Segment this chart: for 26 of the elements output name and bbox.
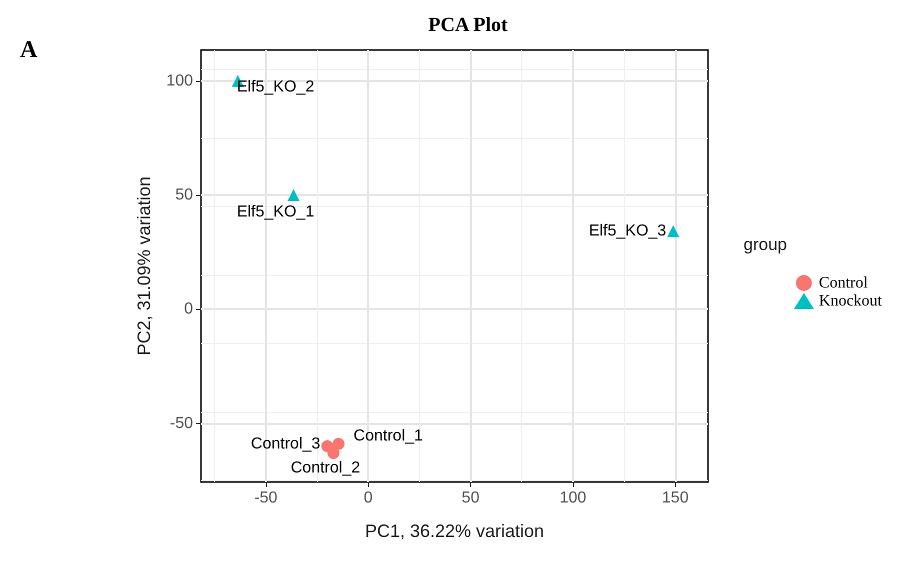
text: A <box>20 37 38 63</box>
legend-label: Knockout <box>818 292 883 310</box>
y-tick-label: -50 <box>170 414 194 432</box>
annotation: Control_1 <box>354 427 424 444</box>
annotation: Elf5_KO_3 <box>588 222 666 240</box>
point <box>321 440 334 452</box>
y-tick-label: 0 <box>184 300 194 318</box>
point <box>288 188 300 201</box>
y-axis-title: PC2, 31.09% variation <box>134 176 154 356</box>
annotation: Control_2 <box>290 460 360 476</box>
y-tick-label: 50 <box>175 186 194 204</box>
x-tick-label: 50 <box>462 490 480 506</box>
x-tick-label: 150 <box>662 490 689 506</box>
legend-title: group <box>744 235 788 254</box>
legend-label: Control <box>818 274 868 292</box>
x-tick-label: 100 <box>560 490 586 506</box>
annotation: Elf5_KO_2 <box>236 78 314 96</box>
point <box>667 225 680 238</box>
y-tick-label: 100 <box>166 72 194 90</box>
x-axis-title: PC1, 36.22% variation <box>364 521 544 541</box>
annotation: Control_3 <box>250 436 320 453</box>
x-tick-label: 0 <box>364 490 373 506</box>
x-tick-label: -50 <box>254 490 278 506</box>
chart-title: PCA Plot <box>428 14 508 36</box>
point <box>332 438 345 450</box>
annotation: Elf5_KO_1 <box>236 203 314 220</box>
